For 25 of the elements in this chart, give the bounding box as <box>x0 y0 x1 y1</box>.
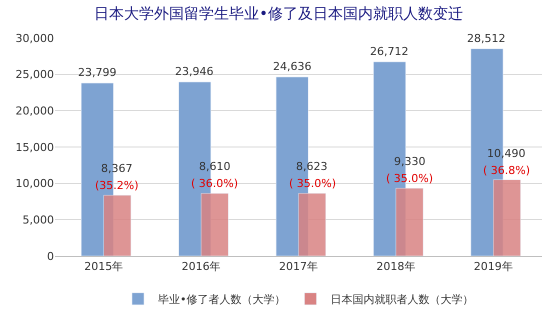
annotation: ( 36.8%) <box>483 164 530 177</box>
annotation: (35.2%) <box>95 179 139 192</box>
annotation: ( 36.0%) <box>191 177 238 190</box>
data-label: 23,799 <box>78 66 116 79</box>
data-label: 24,636 <box>273 60 312 73</box>
chart-title: 日本大学外国留学生毕业•修了及日本国内就职人数变迁 <box>94 4 463 23</box>
x-tick-label: 2018年 <box>376 260 416 274</box>
y-tick-label: 5,000 <box>22 214 54 227</box>
annotation: ( 35.0%) <box>289 177 336 190</box>
data-label: 28,512 <box>467 32 506 45</box>
annotation: ( 35.0%) <box>386 172 434 185</box>
y-tick-label: 30,000 <box>16 32 54 45</box>
y-tick-label: 0 <box>47 250 54 263</box>
x-tick-label: 2017年 <box>279 260 318 274</box>
legend-label: 日本国内就职者人数（大学） <box>330 293 474 306</box>
data-label: 23,946 <box>175 65 214 78</box>
y-tick-label: 25,000 <box>16 68 54 82</box>
legend-label: 毕业•修了者人数（大学） <box>158 293 286 306</box>
x-tick-label: 2016年 <box>182 260 221 274</box>
y-tick-label: 15,000 <box>16 140 54 154</box>
y-tick-label: 20,000 <box>16 104 54 118</box>
x-tick-label: 2019年 <box>474 260 513 274</box>
x-tick-label: 2015年 <box>84 260 124 274</box>
data-label: 26,712 <box>370 45 408 58</box>
y-tick-label: 10,000 <box>16 177 54 190</box>
